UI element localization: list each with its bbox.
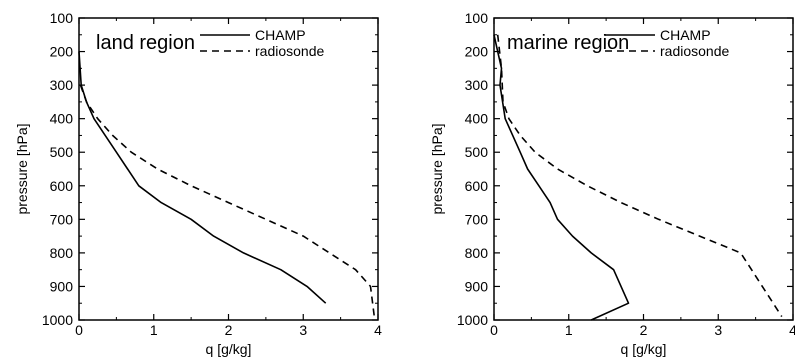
legend-label-radiosonde: radiosonde — [660, 43, 729, 59]
x-tick-label: 3 — [299, 322, 307, 338]
y-tick-label: 700 — [50, 211, 74, 227]
y-tick-label: 700 — [465, 211, 489, 227]
x-tick-label: 0 — [75, 322, 83, 338]
y-tick-label: 400 — [50, 111, 74, 127]
series-line-champ — [78, 51, 327, 304]
y-tick-label: 900 — [50, 278, 74, 294]
x-tick-label: 4 — [374, 322, 382, 338]
x-tick-label: 3 — [714, 322, 722, 338]
panel-title: marine region — [507, 32, 629, 54]
y-tick-label: 500 — [465, 144, 489, 160]
y-tick-label: 800 — [465, 245, 489, 261]
plot-frame — [493, 17, 794, 321]
y-tick-label: 500 — [50, 144, 74, 160]
x-tick-label: 0 — [490, 322, 498, 338]
panel-title: land region — [96, 32, 195, 54]
y-tick-label: 300 — [465, 77, 489, 93]
x-tick-label: 4 — [789, 322, 795, 338]
series-line-champ — [493, 34, 630, 321]
legend-label-radiosonde: radiosonde — [255, 43, 324, 59]
series-line-radiosonde — [79, 84, 376, 317]
x-axis-label: q [g/kg] — [206, 341, 252, 357]
x-axis-label: q [g/kg] — [621, 341, 667, 357]
y-tick-label: 1000 — [42, 312, 73, 328]
y-tick-label: 900 — [465, 278, 489, 294]
y-tick-label: 400 — [465, 111, 489, 127]
y-axis-label: pressure [hPa] — [14, 123, 30, 214]
y-tick-label: 1000 — [457, 312, 488, 328]
y-tick-label: 300 — [50, 77, 74, 93]
y-tick-label: 800 — [50, 245, 74, 261]
legend-label-champ: CHAMP — [660, 27, 711, 43]
y-tick-label: 100 — [465, 10, 489, 26]
y-axis-label: pressure [hPa] — [429, 123, 445, 214]
x-tick-label: 2 — [225, 322, 233, 338]
y-tick-label: 600 — [465, 178, 489, 194]
legend-label-champ: CHAMP — [255, 27, 306, 43]
x-tick-label: 1 — [565, 322, 573, 338]
y-tick-label: 600 — [50, 178, 74, 194]
x-tick-label: 2 — [640, 322, 648, 338]
y-tick-label: 100 — [50, 10, 74, 26]
plot-frame — [78, 17, 379, 321]
series-line-radiosonde — [496, 34, 783, 318]
y-tick-label: 200 — [50, 44, 74, 60]
y-tick-label: 200 — [465, 44, 489, 60]
x-tick-label: 1 — [150, 322, 158, 338]
